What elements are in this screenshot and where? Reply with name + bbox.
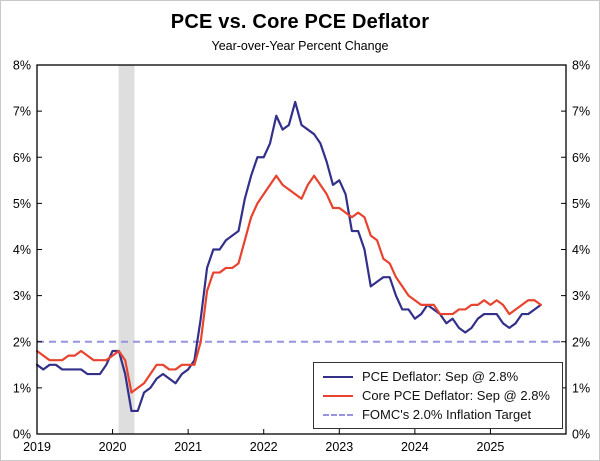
chart-subtitle: Year-over-Year Percent Change — [211, 39, 389, 53]
x-axis-label: 2022 — [250, 440, 278, 454]
y-axis-label-left: 3% — [13, 289, 31, 303]
y-axis-label-left: 0% — [13, 428, 31, 442]
legend-item-pce: PCE Deflator: Sep @ 2.8% — [322, 369, 550, 384]
legend-swatch-target — [322, 413, 353, 416]
legend-item-inflation-target: FOMC's 2.0% Inflation Target — [322, 407, 550, 422]
y-axis-label-left: 4% — [13, 243, 31, 257]
y-axis-label-right: 6% — [572, 151, 590, 165]
y-axis-label-left: 6% — [13, 151, 31, 165]
legend-swatch-core — [322, 394, 353, 397]
chart-title: PCE vs. Core PCE Deflator — [170, 11, 430, 33]
y-axis-label-left: 7% — [13, 105, 31, 119]
x-axis-label: 2024 — [401, 440, 429, 454]
pce-deflator-line — [35, 100, 542, 413]
y-axis-label-right: 4% — [572, 243, 590, 257]
y-axis-label-right: 8% — [572, 59, 590, 73]
y-axis-label-right: 5% — [572, 197, 590, 211]
y-axis-label-right: 2% — [572, 335, 590, 349]
y-axis-label-right: 1% — [572, 381, 590, 395]
y-axis-label-right: 0% — [572, 428, 590, 442]
y-axis-label-left: 1% — [13, 381, 31, 395]
chart-legend: PCE Deflator: Sep @ 2.8% Core PCE Deflat… — [312, 362, 563, 429]
x-axis-label: 2025 — [477, 440, 505, 454]
x-axis-label: 2019 — [23, 440, 51, 454]
core-pce-deflator-line — [35, 174, 542, 394]
legend-swatch-pce — [322, 375, 353, 378]
legend-item-core-pce: Core PCE Deflator: Sep @ 2.8% — [322, 388, 550, 403]
y-axis-label-right: 3% — [572, 289, 590, 303]
legend-label-pce: PCE Deflator: Sep @ 2.8% — [361, 369, 519, 384]
x-axis-label: 2021 — [174, 440, 202, 454]
x-axis-label: 2020 — [99, 440, 127, 454]
y-axis-label-right: 7% — [572, 105, 590, 119]
y-axis-label-left: 5% — [13, 197, 31, 211]
legend-label-core-pce: Core PCE Deflator: Sep @ 2.8% — [361, 388, 550, 403]
x-axis-label: 2023 — [325, 440, 353, 454]
legend-label-inflation-target: FOMC's 2.0% Inflation Target — [361, 407, 532, 422]
y-axis-label-left: 2% — [13, 335, 31, 349]
y-axis-label-left: 8% — [13, 59, 31, 73]
